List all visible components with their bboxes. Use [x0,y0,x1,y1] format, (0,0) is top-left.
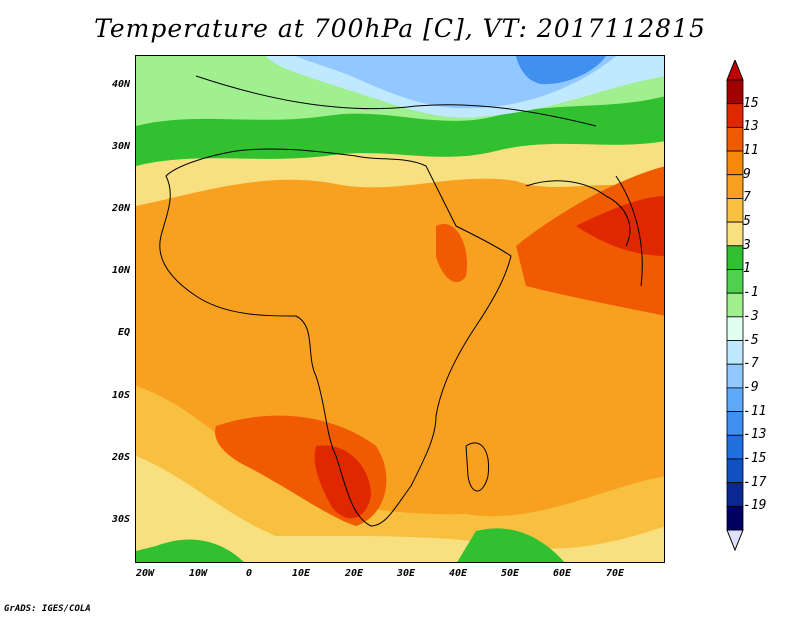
colorbar-label: -19 [743,498,767,514]
colorbar-label: -13 [743,427,767,443]
colorbar-swatch [726,505,744,531]
colorbar-swatch [726,482,744,507]
lon-label-10e: 10E [291,568,311,579]
colorbar-label: -5 [743,332,759,348]
colorbar-swatch [726,198,744,223]
colorbar-label: 11 [743,143,759,159]
lat-label-10n: 10N [111,265,130,276]
colorbar-label: -1 [743,285,759,301]
colorbar-swatch [726,411,744,436]
lon-label-70e: 70E [605,568,625,579]
field-arabian-warm [516,166,664,316]
colorbar-swatch [726,79,744,105]
colorbar-over-arrow [726,60,744,81]
colorbar-swatch [726,150,744,176]
field-india-hot [576,196,664,256]
colorbar-label: 7 [743,190,751,206]
lon-label-20e: 20E [344,568,364,579]
colorbar-label: -9 [743,379,759,395]
colorbar-swatch [726,458,744,484]
lat-label-30n: 30N [111,141,130,152]
mediterranean-coastline [195,75,597,127]
lat-label-40n: 40N [111,79,130,90]
colorbar-label: -7 [743,356,759,372]
field-southern-hot [314,445,371,519]
lat-label-30s: 30S [111,514,130,525]
colorbar [726,60,744,552]
colorbar-swatch [726,221,744,247]
colorbar-under-arrow [726,529,744,552]
colorbar-swatch [726,292,744,318]
field-south-mild [136,456,664,562]
madagascar-coastline [465,442,490,492]
colorbar-label: 1 [743,261,751,277]
arabia-coastline [525,180,631,247]
lon-label-50e: 50E [500,568,520,579]
field-horn-warm [436,224,467,283]
colorbar-swatch [726,363,744,389]
lon-label-20w: 20W [135,568,155,579]
colorbar-swatch [726,340,744,365]
colorbar-swatch [726,434,744,460]
africa-coastline [159,148,512,527]
lon-label-30e: 30E [396,568,416,579]
colorbar-label: 13 [743,119,759,135]
india-coastline [615,175,643,287]
colorbar-label: 15 [743,95,759,111]
temperature-field [136,56,664,562]
lon-label-60e: 60E [552,568,572,579]
colorbar-label: 3 [743,237,751,253]
field-south-green-west [136,539,244,562]
map-title: Temperature at 700hPa [C], VT: 201711281… [94,14,706,43]
colorbar-label: -15 [743,450,767,466]
credit-text: GrADS: IGES/COLA [4,604,91,614]
colorbar-swatch [726,387,744,412]
lat-label-20s: 20S [111,452,130,463]
colorbar-swatch [726,126,744,152]
lat-label-20n: 20N [111,203,130,214]
field-north-coldest [516,56,606,85]
colorbar-swatch [726,316,744,341]
colorbar-swatch [726,103,744,128]
colorbar-label: -17 [743,474,767,490]
colorbar-label: 5 [743,214,751,230]
colorbar-label: -3 [743,308,759,324]
field-south-warm [136,386,664,562]
colorbar-label: -11 [743,403,767,419]
field-south-green-east [457,528,565,562]
lon-label-40e: 40E [448,568,468,579]
temperature-map [135,55,665,563]
colorbar-label: 9 [743,166,751,182]
lat-label-10s: 10S [111,390,130,401]
colorbar-swatch [726,245,744,270]
lat-label-eq: EQ [117,327,130,338]
colorbar-swatch [726,174,744,199]
lon-label-10w: 10W [188,568,208,579]
colorbar-swatch [726,269,744,294]
lon-label-0: 0 [245,568,253,579]
